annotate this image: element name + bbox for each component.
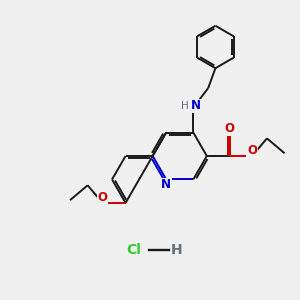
Text: O: O	[98, 191, 107, 204]
Text: O: O	[225, 122, 235, 135]
Text: O: O	[247, 144, 257, 157]
Text: H: H	[171, 243, 182, 257]
Text: N: N	[190, 99, 201, 112]
Text: H: H	[181, 101, 188, 111]
Text: N: N	[161, 178, 171, 191]
Text: Cl: Cl	[126, 243, 141, 257]
